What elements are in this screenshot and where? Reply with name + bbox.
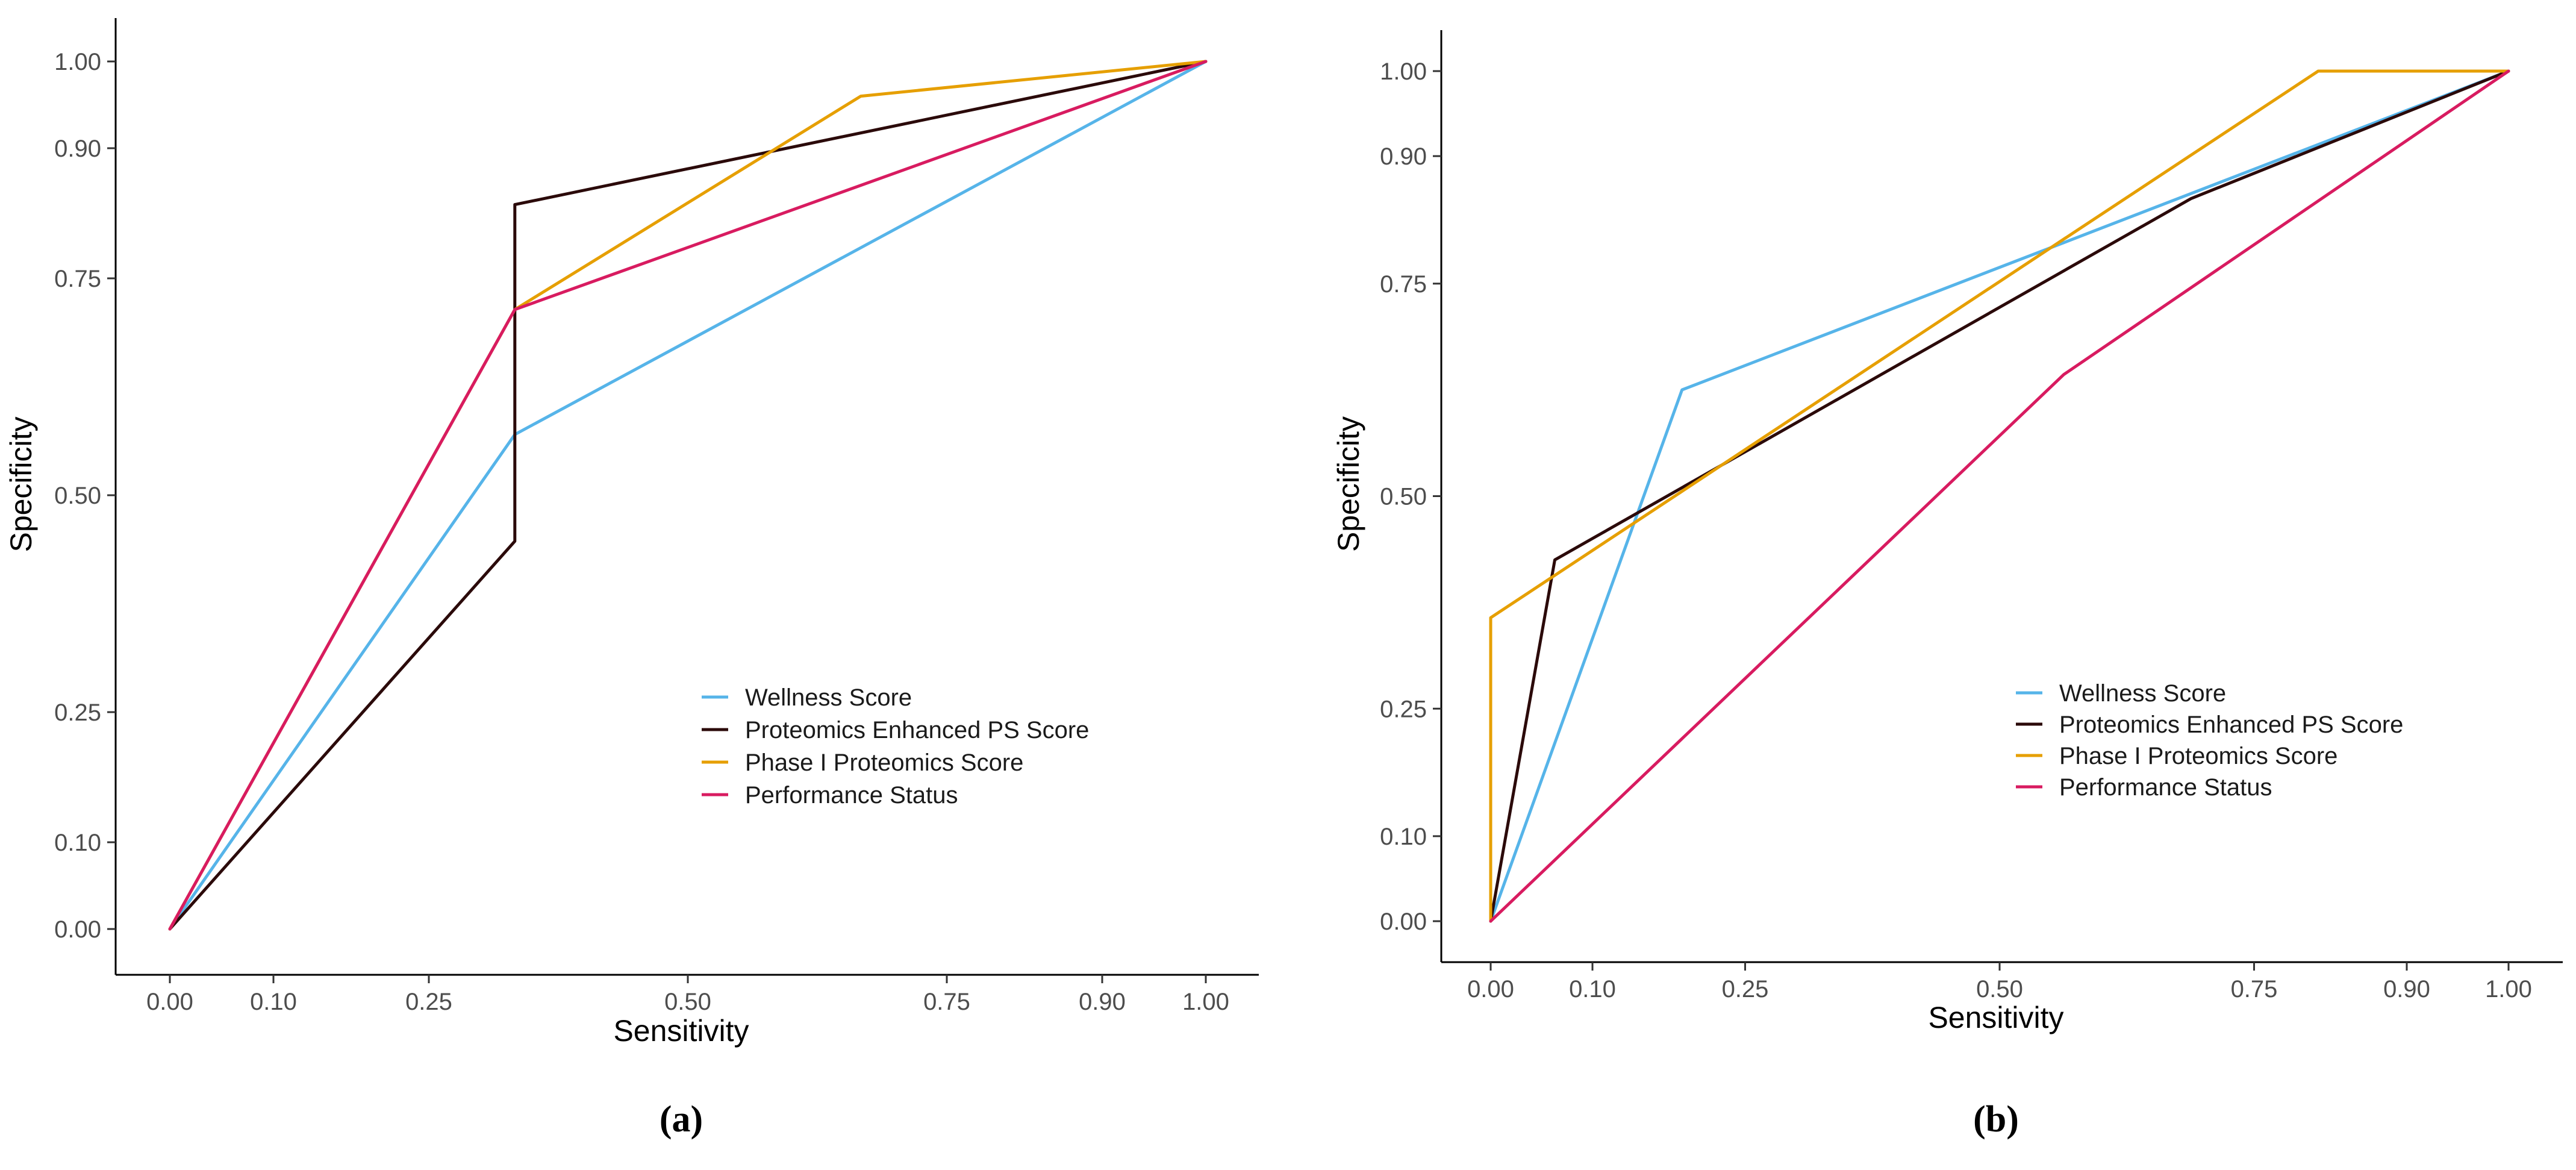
panel-label: (a) [660,1099,703,1140]
y-axis-title: Specificity [1332,416,1365,552]
x-tick-label: 1.00 [2485,976,2532,1003]
legend-label: Phase I Proteomics Score [2059,743,2337,769]
x-tick-label: 0.75 [923,989,970,1015]
x-tick-label: 0.25 [1722,976,1769,1003]
x-tick-label: 0.10 [1569,976,1616,1003]
panel-label: (b) [1973,1099,2019,1140]
x-tick-label: 0.10 [250,989,297,1015]
y-tick-label: 0.00 [1380,909,1427,935]
chart-panel-a: 0.00 0.10 0.25 0.50 0.75 0.90 1.00 0.00 0.10 0.25… [4,18,1259,1140]
x-axis-title: Sensitivity [1928,1001,2063,1034]
series-line-performance-status [168,60,1208,931]
x-tick-label: 0.00 [146,989,193,1015]
series-line-proteomics-enhanced-ps-score [1489,69,2510,923]
y-tick-label: 0.00 [54,916,101,943]
x-tick-label: 0.25 [405,989,452,1015]
series-line-proteomics-enhanced-ps-score [168,60,1208,931]
series-line-phase-i-proteomics-score [168,60,1208,931]
x-tick-label: 0.90 [1079,989,1126,1015]
series-line-wellness-score [1489,69,2510,923]
series-line-phase-i-proteomics-score [1489,69,2510,923]
x-tick-label: 0.50 [1976,976,2023,1003]
legend-label: Phase I Proteomics Score [745,749,1023,776]
legend: Wellness Score Proteomics Enhanced PS Sco… [702,684,1089,809]
x-tick-label: 0.00 [1467,976,1514,1003]
y-axis-title: Specificity [4,416,38,552]
y-tick-label: 0.25 [1380,696,1427,722]
y-tick-label: 0.10 [54,830,101,856]
y-tick-label: 0.10 [1380,824,1427,850]
y-tick-label: 0.90 [54,136,101,162]
x-tick-label: 0.50 [664,989,711,1015]
series-line-wellness-score [168,60,1208,931]
y-tick-label: 0.25 [54,699,101,726]
y-tick-label: 0.50 [1380,484,1427,510]
legend-label: Performance Status [745,782,958,809]
x-tick-label: 0.90 [2383,976,2430,1003]
x-tick-label: 0.75 [2231,976,2278,1003]
legend-label: Proteomics Enhanced PS Score [745,717,1089,743]
y-tick-label: 0.90 [1380,143,1427,170]
series-line-performance-status [1489,69,2510,923]
y-tick-label: 0.75 [1380,271,1427,298]
legend-label: Performance Status [2059,774,2272,801]
x-axis-title: Sensitivity [613,1014,749,1048]
y-tick-label: 1.00 [1380,58,1427,85]
y-tick-label: 0.75 [54,266,101,292]
legend-label: Wellness Score [745,684,912,711]
legend-label: Proteomics Enhanced PS Score [2059,712,2403,738]
chart-panel-b: 0.00 0.10 0.25 0.50 0.75 0.90 1.00 0.00 0.10 0.25… [1332,30,2563,1140]
y-tick-label: 1.00 [54,49,101,75]
legend: Wellness Score Proteomics Enhanced PS Sco… [2016,680,2403,801]
x-tick-label: 1.00 [1182,989,1229,1015]
legend-label: Wellness Score [2059,680,2226,707]
y-tick-label: 0.50 [54,483,101,509]
